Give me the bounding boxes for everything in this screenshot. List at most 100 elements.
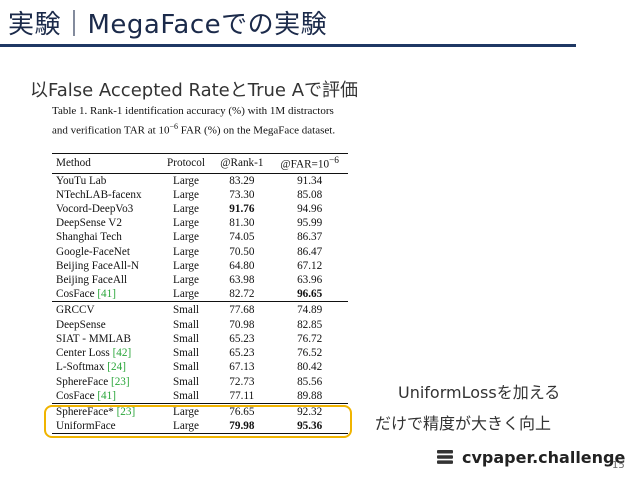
cell-protocol: Large bbox=[173, 245, 199, 258]
citation: [23] bbox=[116, 405, 136, 418]
method-name: Shanghai Tech bbox=[56, 231, 122, 244]
cell-protocol: Large bbox=[159, 419, 213, 435]
highlight-box bbox=[44, 405, 352, 438]
cell-rank1: 70.98 bbox=[229, 318, 255, 331]
cell-rank1: 83.29 bbox=[229, 174, 255, 187]
method-name: DeepSense V2 bbox=[56, 217, 122, 230]
cell-rank1: 70.50 bbox=[229, 245, 255, 258]
table-row: GRCCV Small 77.68 74.89 bbox=[52, 301, 348, 318]
cell-far: 67.12 bbox=[297, 259, 323, 272]
citation: [42] bbox=[112, 347, 132, 360]
cell-method: NTechLAB-facenx bbox=[52, 188, 160, 202]
cell-method: SphereFace [23] bbox=[52, 375, 160, 389]
cell-rank1: 77.11 bbox=[229, 389, 255, 402]
table-row: SphereFace [23] Small 72.73 85.56 bbox=[52, 375, 348, 389]
cell-rank1: 79.98 bbox=[212, 419, 272, 435]
cell-rank1: 73.30 bbox=[229, 188, 255, 201]
citation: [41] bbox=[97, 389, 116, 402]
cell-protocol: Small bbox=[172, 361, 200, 374]
cell-far: 86.37 bbox=[297, 231, 323, 244]
brand-logo: cvpaper.challenge bbox=[436, 446, 625, 468]
cell-protocol: Large bbox=[173, 217, 199, 230]
cell-method: GRCCV bbox=[52, 301, 160, 318]
method-name: SIAT - MMLAB bbox=[56, 332, 132, 345]
citation: [41] bbox=[97, 288, 116, 301]
cell-protocol: Small bbox=[159, 301, 213, 318]
cell-far: 85.08 bbox=[297, 188, 323, 201]
table-row: UniformFace Large 79.98 95.36 bbox=[52, 419, 348, 435]
cell-protocol: Small bbox=[172, 389, 200, 402]
cell-far: 82.85 bbox=[297, 318, 323, 331]
method-name: YouTu Lab bbox=[56, 174, 107, 187]
cell-protocol: Small bbox=[172, 318, 200, 331]
caption-line-1: Table 1. Rank-1 identification accuracy … bbox=[52, 105, 334, 117]
caption-line-2b: FAR (%) on the MegaFace dataset. bbox=[177, 124, 336, 137]
cell-method: CosFace [41] bbox=[52, 287, 160, 302]
table-row: YouTu Lab Large 83.29 91.34 bbox=[52, 173, 348, 188]
cell-method: DeepSense V2 bbox=[52, 216, 160, 230]
cell-method: DeepSense bbox=[52, 318, 160, 332]
method-name: GRCCV bbox=[56, 304, 95, 317]
citation: [24] bbox=[107, 361, 126, 374]
cell-method: YouTu Lab bbox=[52, 173, 160, 188]
table-row: Shanghai Tech Large 74.05 86.37 bbox=[52, 230, 348, 244]
cell-rank1: 65.23 bbox=[229, 347, 255, 360]
table-header-row: Method Protocol @Rank-1 @FAR=10−6 bbox=[52, 152, 348, 174]
cell-method: Vocord-DeepVo3 bbox=[52, 202, 160, 216]
cell-far: 95.36 bbox=[271, 419, 348, 435]
paper-table-excerpt: Table 1. Rank-1 identification accuracy … bbox=[52, 104, 352, 435]
method-name: NTechLAB-facenx bbox=[56, 188, 142, 201]
cell-rank1: 91.76 bbox=[229, 203, 255, 216]
method-name: Beijing FaceAll-N bbox=[56, 259, 139, 272]
caption-line-2a: and verification TAR at 10 bbox=[52, 124, 170, 137]
cell-rank1: 65.23 bbox=[229, 332, 255, 345]
table-row: Google-FaceNet Large 70.50 86.47 bbox=[52, 245, 348, 259]
cell-rank1: 64.80 bbox=[229, 259, 255, 272]
cell-far: 89.88 bbox=[297, 389, 323, 402]
table-row: CosFace [41] Large 82.72 96.65 bbox=[52, 287, 348, 302]
header-far-exponent: −6 bbox=[329, 156, 339, 167]
page-number: 15 bbox=[612, 460, 625, 471]
table-row: L-Softmax [24] Small 67.13 80.42 bbox=[52, 360, 348, 374]
cell-protocol: Small bbox=[172, 347, 200, 360]
cell-rank1: 81.30 bbox=[229, 217, 255, 230]
cell-rank1: 72.73 bbox=[229, 375, 255, 388]
caption-exponent: −6 bbox=[169, 122, 178, 131]
slide-title: 実験｜MegaFaceでの実験 bbox=[8, 10, 328, 40]
cell-far: 85.56 bbox=[297, 375, 323, 388]
cell-method: Beijing FaceAll bbox=[52, 273, 160, 287]
method-name: CosFace bbox=[56, 389, 98, 402]
cell-far: 63.96 bbox=[297, 274, 323, 287]
slide-subtitle: 以False Accepted RateとTrue Aで評価 bbox=[30, 80, 359, 101]
results-table: Method Protocol @Rank-1 @FAR=10−6 YouTu … bbox=[52, 152, 348, 435]
cell-far: 95.99 bbox=[297, 217, 323, 230]
cell-protocol: Large bbox=[173, 288, 199, 301]
method-name: Vocord-DeepVo3 bbox=[56, 203, 134, 216]
cell-method: SIAT - MMLAB bbox=[52, 332, 160, 346]
note-line-2: だけで精度が大きく向上 bbox=[375, 414, 552, 433]
cell-protocol: Large bbox=[173, 231, 199, 244]
cell-protocol: Large bbox=[173, 174, 199, 187]
table-row: CosFace [41] Small 77.11 89.88 bbox=[52, 389, 348, 404]
cell-rank1: 77.68 bbox=[212, 301, 272, 318]
header-far-prefix: @FAR=10 bbox=[280, 158, 330, 171]
table-row: Center Loss [42] Small 65.23 76.52 bbox=[52, 346, 348, 360]
table-row: DeepSense Small 70.98 82.85 bbox=[52, 318, 348, 332]
title-divider bbox=[0, 44, 576, 47]
method-name: SphereFace bbox=[56, 375, 111, 388]
brand-text: cvpaper.challenge bbox=[462, 447, 626, 467]
table-row: SIAT - MMLAB Small 65.23 76.72 bbox=[52, 332, 348, 346]
header-protocol: Protocol bbox=[159, 152, 213, 174]
cell-far: 76.52 bbox=[297, 347, 323, 360]
table-row: Beijing FaceAll-N Large 64.80 67.12 bbox=[52, 259, 348, 273]
method-name: SphereFace* bbox=[56, 405, 117, 418]
cell-protocol: Large bbox=[173, 188, 199, 201]
cell-method: Beijing FaceAll-N bbox=[52, 259, 160, 273]
citation: [23] bbox=[110, 375, 130, 388]
cell-far: 86.47 bbox=[297, 245, 323, 258]
cell-far: 80.42 bbox=[297, 361, 323, 374]
cell-method: Google-FaceNet bbox=[52, 245, 160, 259]
table-caption: Table 1. Rank-1 identification accuracy … bbox=[52, 104, 352, 139]
method-name: CosFace bbox=[56, 288, 98, 301]
table-row: Beijing FaceAll Large 63.98 63.96 bbox=[52, 273, 348, 287]
